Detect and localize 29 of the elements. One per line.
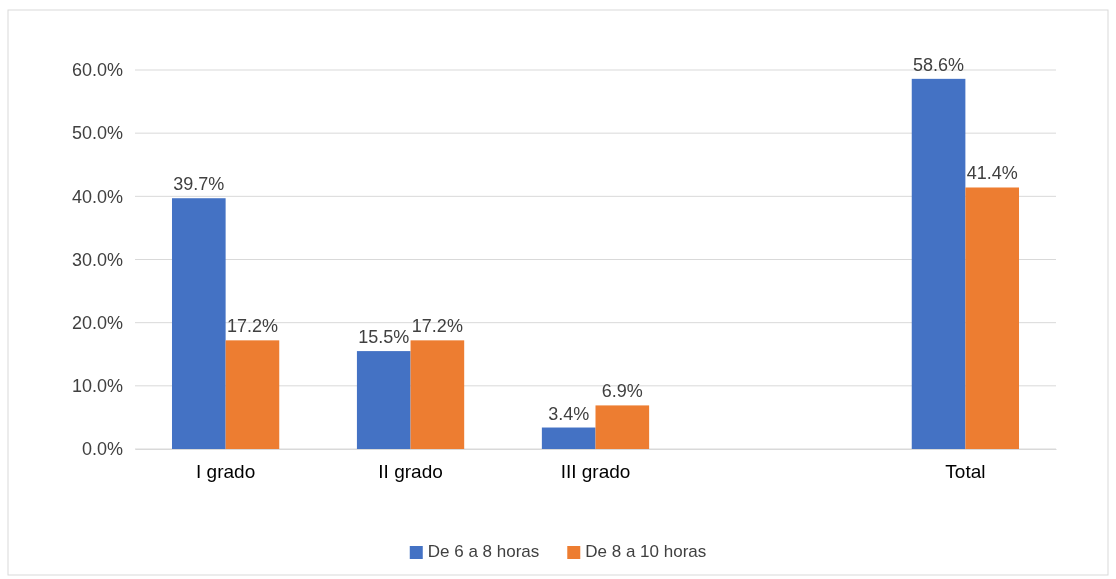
x-tick-label: Total	[945, 461, 986, 483]
bar	[171, 198, 226, 449]
y-tick-label: 50.0%	[71, 123, 123, 144]
bar	[595, 405, 650, 449]
bar	[356, 351, 411, 449]
y-tick-label: 60.0%	[71, 60, 123, 81]
text: 39.7%	[173, 174, 225, 195]
y-tick-label: 0.0%	[81, 439, 123, 460]
legend-label: De 6 a 8 horas	[427, 542, 540, 561]
x-tick-label: II grado	[378, 461, 443, 483]
text: 3.4%	[548, 403, 590, 424]
x-tick-label: III grado	[560, 461, 631, 483]
text: 41.4%	[966, 163, 1018, 184]
text: 6.9%	[601, 381, 643, 402]
x-tick-label: I grado	[196, 461, 256, 483]
bar	[541, 427, 596, 449]
legend-label: De 8 a 10 horas	[585, 542, 707, 561]
text: 17.2%	[411, 316, 463, 337]
text: 17.2%	[226, 316, 278, 337]
bar	[965, 187, 1020, 449]
y-tick-label: 30.0%	[71, 249, 123, 270]
text: 15.5%	[358, 327, 410, 348]
y-tick-label: 10.0%	[71, 376, 123, 397]
bar	[911, 78, 966, 449]
y-tick-label: 20.0%	[71, 312, 123, 333]
bar	[225, 340, 280, 449]
text: 58.6%	[913, 54, 965, 75]
bar	[410, 340, 465, 449]
y-tick-label: 40.0%	[71, 186, 123, 207]
